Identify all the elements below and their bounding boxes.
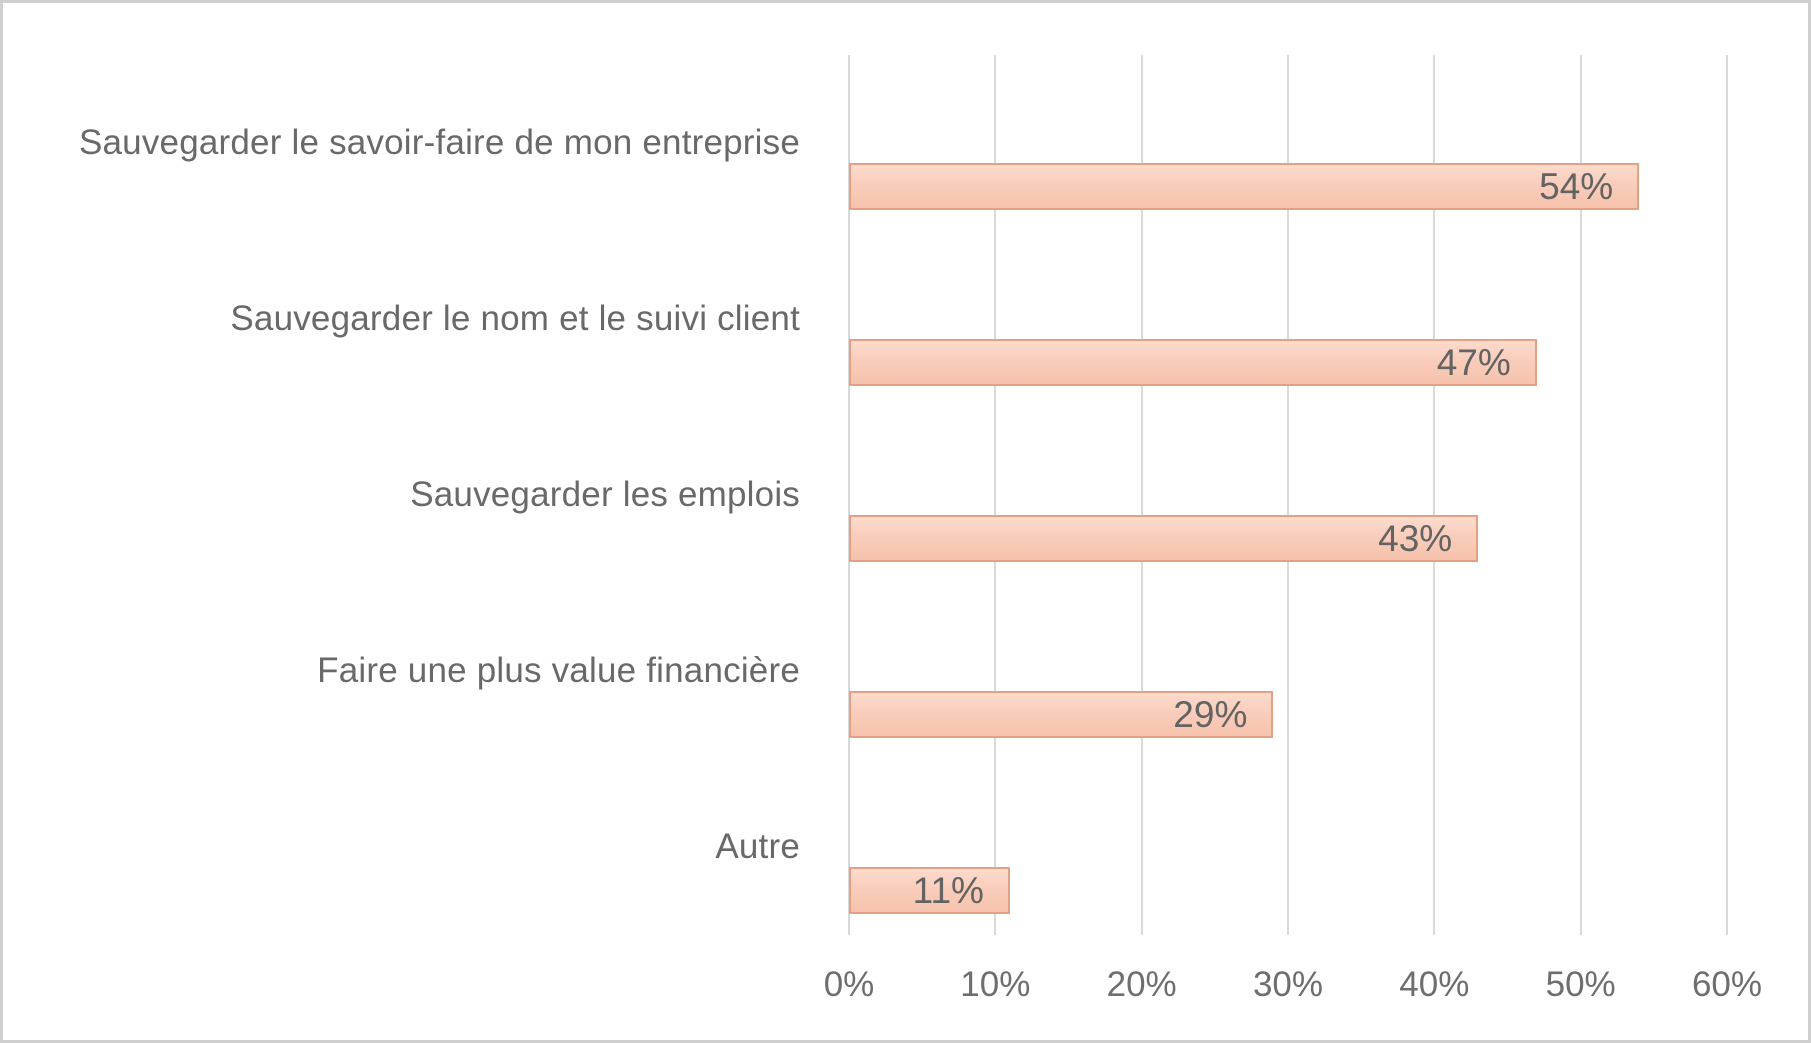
gridline-0%: [848, 55, 850, 935]
bar-value-label: 43%: [1378, 518, 1453, 559]
category-label-4: Faire une plus value financière: [317, 651, 800, 690]
value-axis: 0% 10% 20% 30% 40% 50% 60%: [3, 965, 1811, 1015]
x-tick-label-60%: 60%: [1691, 965, 1763, 1004]
x-tick-label-0%: 0%: [823, 965, 875, 1004]
bar-value-label: 29%: [1173, 694, 1248, 735]
bar-3: 43%: [849, 515, 1479, 562]
bar-value-label: 11%: [912, 870, 984, 911]
gridline-60%: [1726, 55, 1728, 935]
x-tick-label-50%: 50%: [1545, 965, 1616, 1004]
gridline-10%: [994, 55, 997, 935]
bar-1: 54%: [849, 163, 1640, 210]
category-label-3: Sauvegarder les emplois: [410, 475, 800, 514]
bar-2: 47%: [849, 339, 1537, 386]
bar-value-label: 54%: [1539, 166, 1614, 207]
category-label-1: Sauvegarder le savoir-faire de mon entre…: [78, 123, 800, 162]
x-tick-label-10%: 10%: [960, 965, 1031, 1004]
plot-area: 54% 47% 43% 29% 11%: [848, 55, 1728, 935]
bar-value-label: 47%: [1436, 342, 1511, 383]
x-tick-label-30%: 30%: [1252, 965, 1324, 1004]
category-label-2: Sauvegarder le nom et le suivi client: [230, 299, 800, 338]
category-label-5: Autre: [715, 827, 800, 866]
gridline-50%: [1579, 55, 1582, 935]
gridline-20%: [1140, 55, 1143, 935]
x-tick-label-20%: 20%: [1106, 965, 1177, 1004]
x-tick-label-40%: 40%: [1399, 965, 1470, 1004]
gridline-40%: [1433, 55, 1436, 935]
bar-5: 11%: [849, 867, 1010, 914]
bar-4: 29%: [849, 691, 1274, 738]
gridline-30%: [1287, 55, 1289, 935]
